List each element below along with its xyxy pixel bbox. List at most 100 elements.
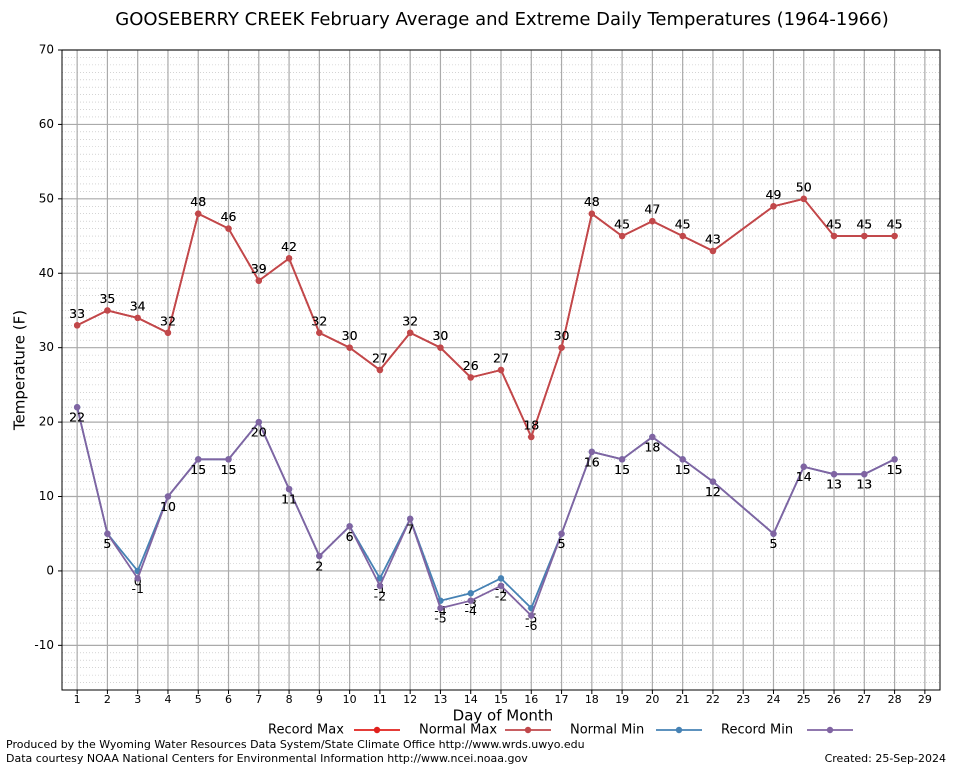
x-tick-label: 26 [827,693,841,706]
y-tick-label: 10 [39,489,54,503]
series-marker [104,530,111,537]
value-label: 2 [315,559,323,574]
series-marker [164,329,172,336]
value-label: 16 [584,454,600,469]
series-marker [618,232,626,240]
value-label: 15 [221,462,237,477]
series-marker [376,575,384,582]
value-label: 30 [432,328,448,343]
series-marker [376,366,384,374]
x-tick-label: 21 [676,693,690,706]
value-label: 43 [705,231,721,246]
value-label: 26 [463,358,479,373]
series-marker [709,247,717,255]
series-marker [316,329,323,336]
series-marker [195,210,202,217]
value-label: 45 [826,217,842,232]
value-label: 12 [705,484,721,499]
series-marker [406,329,414,336]
series-marker [346,523,353,530]
series-marker [618,456,626,463]
value-label: 45 [856,217,872,232]
value-label: 45 [826,217,842,232]
series-marker [861,232,868,240]
series-marker [709,478,717,485]
x-tick-label: 5 [195,693,202,706]
plot-frame [61,49,941,691]
value-label: 16 [584,454,600,469]
value-label: 48 [190,194,206,209]
series-marker [649,217,656,225]
series-marker [891,456,898,463]
series-marker [346,344,353,351]
value-label: 11 [281,492,297,507]
value-label: 15 [887,462,903,477]
footer-produced: Produced by the Wyoming Water Resources … [6,738,585,751]
x-tick-label: 15 [494,693,508,706]
x-tick-label: 23 [736,693,750,706]
value-label: -2 [374,588,386,603]
footer-created: Created: 25-Sep-2024 [825,752,946,765]
y-tick-label: -10 [34,638,54,652]
value-label: 15 [675,462,691,477]
value-label: 15 [887,462,903,477]
value-label: 49 [766,187,782,202]
legend-label: Record Max [268,723,344,738]
series-marker [164,493,172,500]
value-label: 2 [315,559,323,574]
value-label: 48 [190,194,206,209]
value-label: 15 [221,462,237,477]
series-marker [830,232,838,240]
series-marker [558,344,565,351]
footer-courtesy: Data courtesy NOAA National Centers for … [6,752,528,765]
legend-marker [675,726,683,734]
value-label: 46 [221,209,237,224]
value-label: 5 [558,536,566,551]
legend-label: Normal Min [570,723,644,738]
value-label: 50 [796,179,812,194]
series-marker [467,590,474,597]
y-tick-label: 0 [46,563,54,577]
y-axis-label: Temperature (F) [11,310,29,431]
series-marker [255,277,262,284]
value-label: 32 [311,313,327,328]
legend-marker [826,726,834,734]
x-tick-label: 19 [615,693,629,706]
value-label: 30 [432,328,448,343]
x-tick-label: 3 [134,693,141,706]
x-axis-label: Day of Month [453,707,554,725]
chart-title: GOOSEBERRY CREEK February Average and Ex… [115,9,888,30]
value-label: 45 [675,217,691,232]
value-label: 13 [856,477,872,492]
y-tick-label: 60 [39,117,54,131]
series-marker [467,374,474,381]
value-label: 6 [346,529,354,544]
value-label: 20 [251,425,267,440]
value-label: 18 [644,439,660,454]
series-marker [588,210,596,217]
value-label: 27 [372,351,388,366]
value-label: 43 [705,231,721,246]
x-tick-label: 22 [706,693,720,706]
value-label: 10 [160,499,176,514]
value-label: 18 [523,417,539,432]
value-label: 35 [99,291,115,306]
x-tick-label: 28 [888,693,902,706]
value-label: 26 [463,358,479,373]
value-label: 27 [493,351,509,366]
series-marker [195,456,202,463]
value-label: 42 [281,239,297,254]
value-label: 45 [887,217,903,232]
value-label: 32 [402,313,418,328]
value-label: 11 [281,492,297,507]
value-label: 48 [584,194,600,209]
value-label: 5 [558,536,566,551]
series-marker [406,515,414,523]
value-label: 42 [281,239,297,254]
value-label: 46 [221,209,237,224]
series-marker [467,597,474,604]
value-label: 5 [103,536,111,551]
value-label: -1 [131,581,143,596]
value-label: -2 [495,588,507,603]
value-label: 34 [130,298,146,313]
